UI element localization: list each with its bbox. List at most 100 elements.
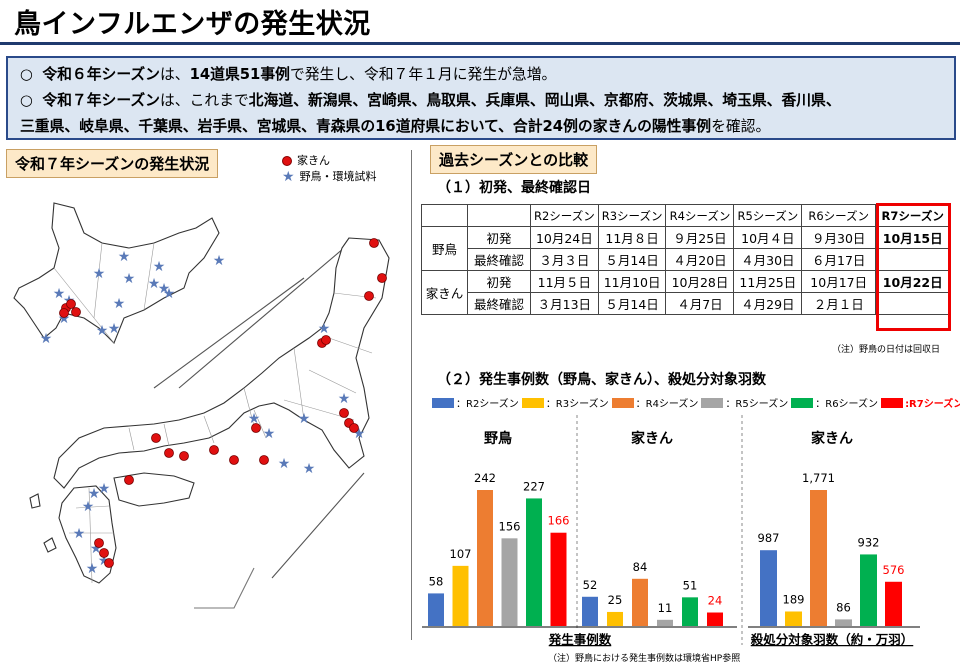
wild-bird-star-icon: ★ xyxy=(118,249,131,265)
prefecture-borders xyxy=(53,242,155,344)
bar-value-label: 51 xyxy=(683,578,698,592)
bar xyxy=(707,612,723,626)
legend-wild-label: 野鳥・環境試料 xyxy=(299,170,377,183)
bar xyxy=(810,490,827,626)
poultry-dot-icon xyxy=(349,423,359,433)
row-label-last: 最終確認 xyxy=(467,292,531,315)
legend-label: ：R3シーズン xyxy=(545,399,609,410)
wild-bird-star-icon: ★ xyxy=(338,391,351,407)
table-cell: 11月10日 xyxy=(597,270,667,293)
header-r7: R7シーズン xyxy=(875,204,951,227)
poultry-dot-icon xyxy=(94,538,104,548)
table-cell-r7 xyxy=(875,292,951,315)
bar-value-label: 166 xyxy=(548,514,570,528)
table-cell: ２月１日 xyxy=(801,292,877,315)
prefecture-list: 北海道、新潟県、宮崎県、鳥取県、兵庫県、岡山県、京都府、茨城県、埼玉県、香川県、 xyxy=(248,92,841,109)
wild-bird-star-icon: ★ xyxy=(148,276,161,292)
legend-label: ：R4シーズン xyxy=(635,399,699,410)
honshu-shape xyxy=(53,237,390,489)
wild-bird-star-icon: ★ xyxy=(82,499,95,515)
table-row: 最終確認 ３月３日 ５月14日 ４月20日 ４月30日 ６月17日 xyxy=(422,248,951,271)
table-cell: ４月30日 xyxy=(733,248,803,271)
wild-bird-star-icon: ★ xyxy=(40,331,53,347)
table-cell: ５月14日 xyxy=(597,292,667,315)
wild-bird-star-icon: ★ xyxy=(113,296,126,312)
bar-value-label: 227 xyxy=(523,479,545,493)
table-cell: 11月５日 xyxy=(530,270,599,293)
table-note: （注）野鳥の日付は回収日 xyxy=(832,345,941,355)
table-cell: ４月20日 xyxy=(665,248,735,271)
prefecture-borders xyxy=(69,487,114,584)
page-title: 鳥インフルエンザの発生状況 xyxy=(14,9,371,40)
poultry-dot-icon xyxy=(339,408,349,418)
wild-bird-star-icon: ★ xyxy=(153,259,166,275)
table-cell: 10月28日 xyxy=(665,270,735,293)
subheading-first-last-dates: （１）初発、最終確認日 xyxy=(437,180,591,196)
summary-text: は、これまで xyxy=(159,92,249,109)
poultry-dot-icon xyxy=(124,475,134,485)
prefecture-borders xyxy=(128,292,377,451)
bar xyxy=(477,490,493,626)
wild-bird-star-icon: ★ xyxy=(123,271,136,287)
legend-item: ：R5シーズン xyxy=(701,395,788,410)
island-shape xyxy=(43,537,57,553)
table-cell: 10月17日 xyxy=(801,270,877,293)
bar-value-label: 987 xyxy=(758,531,780,545)
chart-legend: ：R2シーズン ：R3シーズン ：R4シーズン ：R5シーズン ：R6シーズン:R7シー… xyxy=(432,395,960,410)
table-header-row: R2シーズン R3シーズン R4シーズン R5シーズン R6シーズン R7シーズ… xyxy=(421,204,951,227)
legend-swatch xyxy=(701,397,724,408)
table-cell: ６月17日 xyxy=(801,248,877,271)
legend-label: :R7シーズン xyxy=(905,399,960,410)
bar-value-label: 1,771 xyxy=(802,471,835,485)
legend-poultry: 家きん xyxy=(282,153,377,169)
poultry-dot-icon xyxy=(104,558,114,568)
wild-bird-star-icon: ★ xyxy=(163,286,176,302)
poultry-dot-icon xyxy=(377,273,387,283)
poultry-dot-icon xyxy=(251,423,261,433)
row-label-first: 初発 xyxy=(467,270,531,293)
poultry-dot-icon xyxy=(71,307,81,317)
wild-bird-star-icon: ★ xyxy=(108,321,121,337)
wild-bird-star-icon: ★ xyxy=(73,526,86,542)
table-row: 家きん 初発 11月５日 11月10日 10月28日 11月25日 10月17日… xyxy=(421,270,951,315)
legend-label: ：R5シーズン xyxy=(725,399,789,410)
wild-bird-star-icon: ★ xyxy=(298,411,311,427)
inset-line xyxy=(153,277,305,389)
panel-title: 野鳥 xyxy=(484,430,512,447)
japan-map: ★★★★★★★★★★★★★★★★★★★★★★★★★★★★★★ xyxy=(13,202,390,609)
poultry-dot-icon xyxy=(209,445,219,455)
wild-bird-star-icon: ★ xyxy=(86,561,99,577)
bar-value-label: 86 xyxy=(836,600,851,614)
kyushu-shape xyxy=(58,485,117,584)
poultry-dot-icon xyxy=(364,291,374,301)
wild-bird-star-icon: ★ xyxy=(53,286,66,302)
legend-item: :R7シーズン xyxy=(881,395,960,410)
section-divider xyxy=(411,150,412,640)
prefecture-list-cont: 三重県、岐阜県、千葉県、岩手県、宮城県、青森県の16道府県において、合計24例の… xyxy=(20,118,712,135)
table-cell: 11月８日 xyxy=(597,226,667,249)
bar xyxy=(582,596,598,626)
bar xyxy=(607,611,623,626)
bar xyxy=(526,498,542,626)
legend-item: ：R4シーズン xyxy=(611,395,699,410)
table-cell-r7 xyxy=(875,248,951,271)
row-label-first: 初発 xyxy=(467,226,531,249)
table-cell-r7: 10月22日 xyxy=(875,270,951,293)
bar-value-label: 52 xyxy=(583,578,598,592)
bar xyxy=(550,532,567,626)
summary-text: は、 xyxy=(159,66,190,83)
bar-value-label: 189 xyxy=(783,592,805,606)
summary-line-1: ○ 令和６年シーズンは、14道県51事例で発生し、令和７年１月に発生が急増。 xyxy=(20,66,557,83)
legend-item: ：R3シーズン xyxy=(521,395,609,410)
inset-line xyxy=(178,247,345,389)
poultry-dot-icon xyxy=(259,455,269,465)
inset-line xyxy=(194,567,255,609)
poultry-dot-icon xyxy=(179,451,189,461)
island-shape xyxy=(29,493,41,509)
table-cell: ４月29日 xyxy=(733,292,803,315)
comparison-table: R2シーズン R3シーズン R4シーズン R5シーズン R6シーズン R7シーズ… xyxy=(421,204,951,315)
wild-bird-star-icon: ★ xyxy=(93,266,106,282)
header-r5: R5シーズン xyxy=(733,204,803,227)
table-corner xyxy=(467,204,531,227)
compare-section-label: 過去シーズンとの比較 xyxy=(430,145,598,174)
